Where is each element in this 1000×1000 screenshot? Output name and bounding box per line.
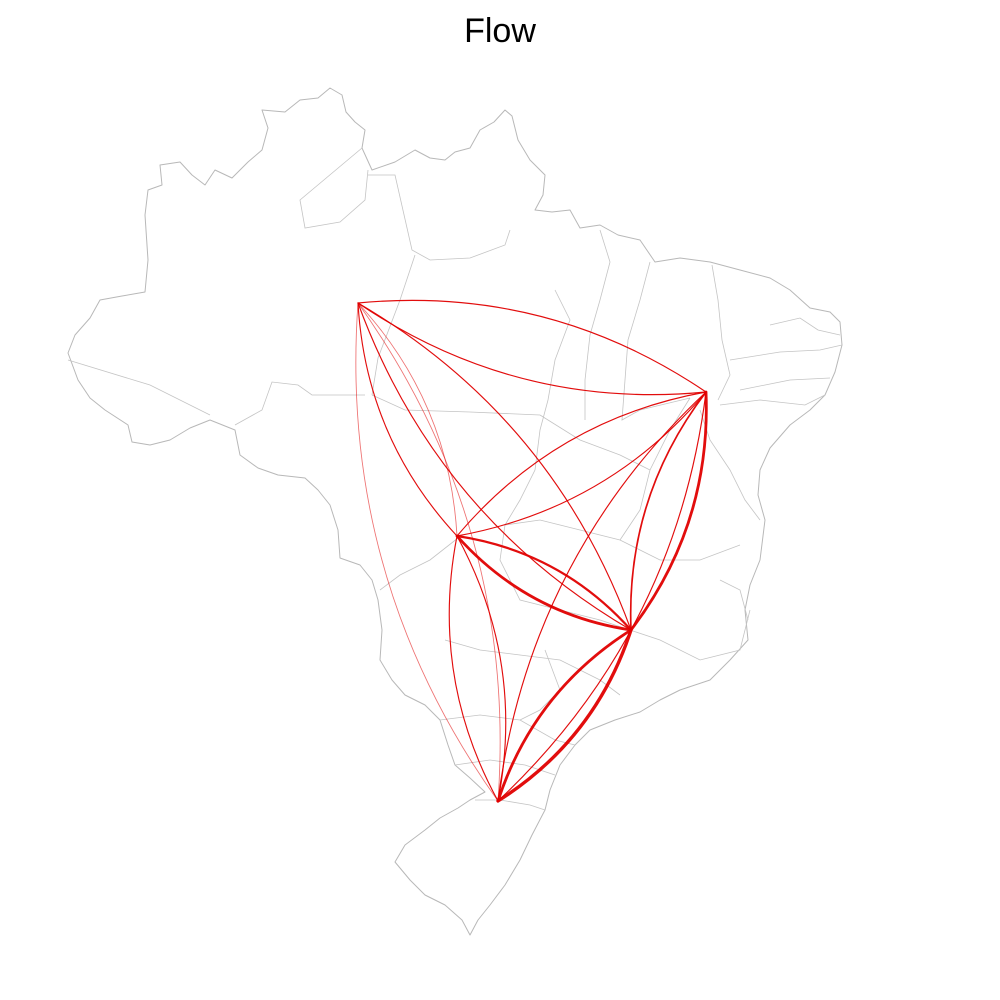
flow-line-D-B <box>629 390 708 632</box>
state-border <box>379 537 459 591</box>
state-border <box>711 264 731 401</box>
state-border <box>539 414 651 471</box>
flow-line-A-E <box>355 302 499 802</box>
flow-line-C-E <box>448 535 499 802</box>
map-title: Flow <box>464 12 536 50</box>
state-border <box>504 519 741 561</box>
flow-line-A-C <box>357 302 458 537</box>
state-border <box>769 317 841 336</box>
country-outline <box>67 87 843 936</box>
state-border <box>739 377 831 391</box>
state-border <box>619 397 691 541</box>
flow-line-B-C <box>456 391 707 537</box>
flow-line-D-E <box>496 628 633 803</box>
flow-line-C-A <box>357 302 458 537</box>
flow-line-D-A <box>357 302 632 631</box>
flow-line-B-D <box>629 391 707 631</box>
state-border <box>719 394 826 406</box>
flow-line-C-D <box>455 534 633 632</box>
state-borders <box>67 87 843 936</box>
state-border <box>499 524 631 631</box>
state-border <box>621 261 691 421</box>
state-border <box>371 254 416 396</box>
state-border <box>719 579 749 621</box>
state-border <box>519 649 561 721</box>
state-border <box>629 609 751 661</box>
state-border <box>299 147 369 229</box>
flow-line-E-A <box>357 302 501 802</box>
flow-line-A-B <box>357 302 707 396</box>
state-border <box>504 289 571 526</box>
flow-line-C-B <box>456 391 707 537</box>
state-border <box>444 639 621 696</box>
flow-line-A-D <box>357 302 632 631</box>
state-border <box>67 359 211 416</box>
state-border <box>368 174 511 261</box>
flow-line-D-C <box>455 534 633 632</box>
flow-line-B-E <box>497 391 707 802</box>
flow-line-E-B <box>497 391 707 802</box>
flow-line-E-D <box>496 628 633 803</box>
state-border <box>371 394 541 416</box>
flow-lines <box>355 299 708 803</box>
state-border <box>475 799 546 811</box>
state-border <box>584 229 611 420</box>
state-border <box>699 409 761 521</box>
flow-line-E-C <box>456 535 507 802</box>
state-border <box>729 344 843 361</box>
flow-line-B-A <box>357 299 707 393</box>
state-border <box>234 381 365 426</box>
